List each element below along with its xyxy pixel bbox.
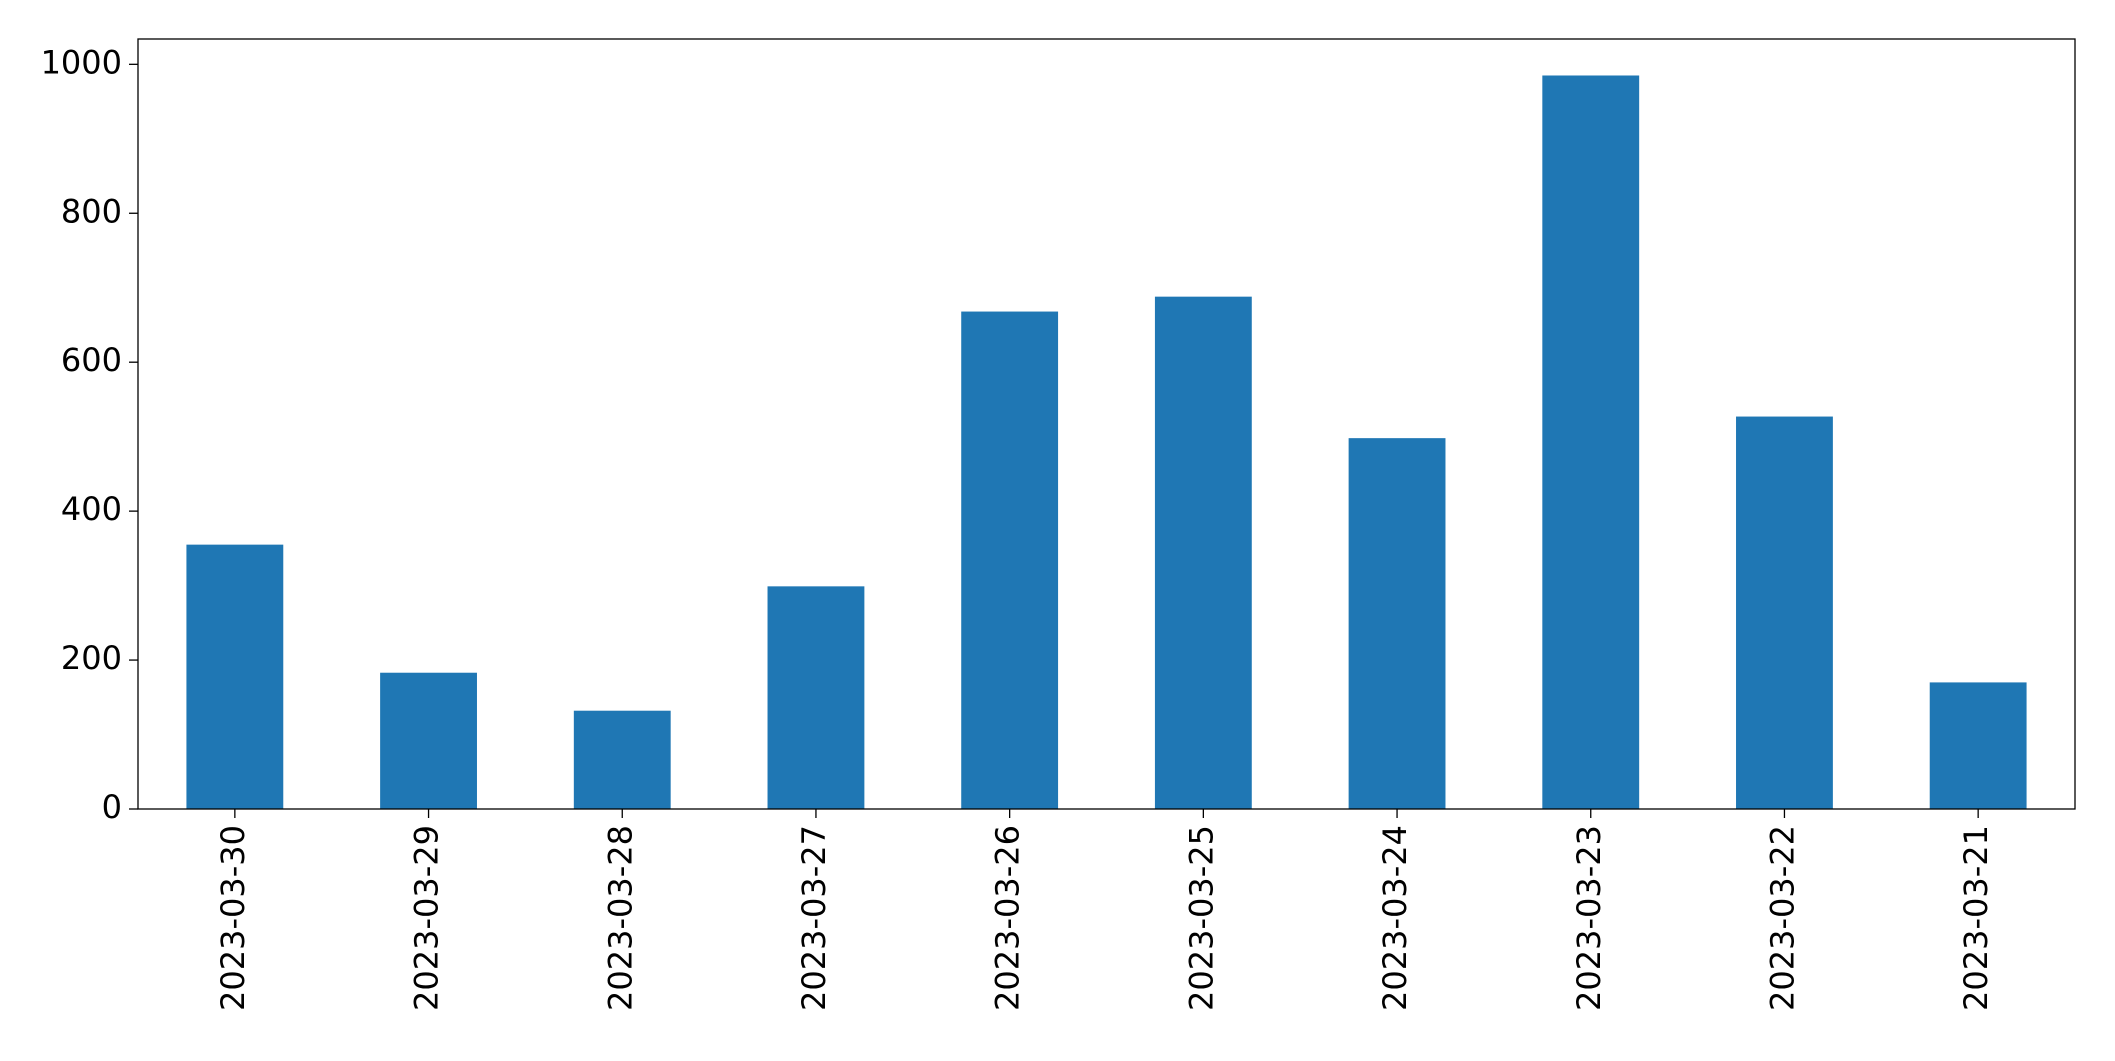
y-tick-label: 1000	[41, 43, 122, 81]
x-tick-label: 2023-03-22	[1763, 825, 1801, 1011]
y-tick-label: 800	[61, 192, 122, 230]
bar	[1929, 682, 2027, 809]
bar	[767, 586, 865, 809]
bar	[380, 672, 477, 809]
bar	[573, 710, 671, 809]
bar	[1154, 296, 1252, 810]
y-tick-label: 200	[61, 639, 122, 677]
bar	[961, 311, 1059, 809]
x-tick-label: 2023-03-23	[1570, 825, 1608, 1011]
x-tick-label: 2023-03-24	[1376, 825, 1414, 1011]
x-tick-label: 2023-03-28	[601, 825, 639, 1011]
y-tick-label: 400	[61, 490, 122, 528]
x-tick-label: 2023-03-27	[795, 825, 833, 1011]
x-tick-label: 2023-03-29	[408, 825, 446, 1011]
x-tick-label: 2023-03-26	[989, 825, 1027, 1011]
x-tick-label: 2023-03-30	[214, 825, 252, 1011]
bar	[186, 544, 284, 809]
x-tick-label: 2023-03-25	[1182, 825, 1220, 1011]
bar	[1542, 75, 1640, 809]
bar	[1348, 438, 1446, 809]
y-tick-label: 0	[102, 788, 122, 826]
plot-frame	[137, 38, 2076, 810]
y-tick-label: 600	[61, 341, 122, 379]
x-tick-label: 2023-03-21	[1957, 825, 1995, 1011]
bar	[1736, 416, 1833, 809]
